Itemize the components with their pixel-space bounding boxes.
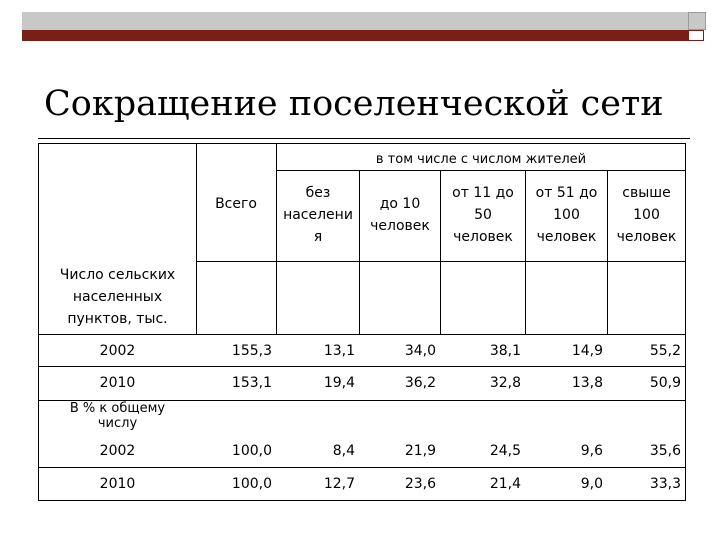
cell-value: 12,7 xyxy=(323,476,355,492)
title-underline xyxy=(38,138,690,139)
row-year: 2002 xyxy=(99,443,136,459)
header-decor-square xyxy=(688,12,706,30)
table-border-left xyxy=(38,143,39,501)
cell-value: 35,6 xyxy=(649,443,681,459)
header-decor-bar xyxy=(22,12,688,30)
row-year: 2010 xyxy=(99,476,136,492)
cell-value: 21,4 xyxy=(489,476,521,492)
cell-value: 24,5 xyxy=(489,443,521,459)
table-rule-row4 xyxy=(38,467,686,468)
slide-title: Сокращение поселенческой сети xyxy=(44,84,664,124)
table-rule-row3 xyxy=(38,400,686,401)
cell-total: 100,0 xyxy=(231,476,272,492)
table-divider-col3 xyxy=(525,170,526,335)
table-rule-row2 xyxy=(38,366,686,367)
table-border-right xyxy=(685,143,686,501)
table-border-bottom xyxy=(38,500,686,501)
cell-value: 8,4 xyxy=(332,443,355,459)
group-header: в том числе с числом жителей xyxy=(375,152,587,167)
cell-value: 50,9 xyxy=(649,375,681,391)
header-decor-accent-bar xyxy=(22,30,688,41)
cell-value: 13,8 xyxy=(571,375,603,391)
cell-value: 32,8 xyxy=(489,375,521,391)
table-divider-col4 xyxy=(607,170,608,335)
section-label-percent: В % к общему числу xyxy=(69,401,166,431)
cell-value: 9,0 xyxy=(580,476,603,492)
table-divider-total xyxy=(276,143,277,335)
cell-value: 36,2 xyxy=(404,375,436,391)
table-divider-col1 xyxy=(359,170,360,335)
header-col-no-population: без населени я xyxy=(283,185,353,245)
cell-value: 9,6 xyxy=(580,443,603,459)
cell-value: 13,1 xyxy=(323,343,355,359)
header-total: Всего xyxy=(215,196,257,212)
row-year: 2010 xyxy=(99,375,136,391)
cell-value: 34,0 xyxy=(404,343,436,359)
cell-total: 155,3 xyxy=(231,343,272,359)
cell-value: 21,9 xyxy=(404,443,436,459)
cell-total: 153,1 xyxy=(231,375,272,391)
cell-value: 19,4 xyxy=(323,375,355,391)
cell-value: 55,2 xyxy=(649,343,681,359)
header-decor-square-outline xyxy=(688,30,704,41)
header-col-up-to-10: до 10 человек xyxy=(370,196,430,234)
row-year: 2002 xyxy=(99,343,136,359)
table-divider-label xyxy=(196,143,197,335)
cell-value: 38,1 xyxy=(489,343,521,359)
table-divider-col2 xyxy=(440,170,441,335)
header-col-11-50: от 11 до 50 человек xyxy=(452,185,514,245)
cell-value: 23,6 xyxy=(404,476,436,492)
header-col-over-100: свыше 100 человек xyxy=(616,185,677,245)
table-rule-header xyxy=(196,261,686,262)
section-label-count: Число сельских населенных пунктов, тыс. xyxy=(59,267,176,327)
table-rule-group xyxy=(276,170,686,171)
cell-value: 14,9 xyxy=(571,343,603,359)
table-rule-row1 xyxy=(38,334,686,335)
cell-total: 100,0 xyxy=(231,443,272,459)
header-col-51-100: от 51 до 100 человек xyxy=(535,185,598,245)
table-border-top xyxy=(38,143,686,144)
cell-value: 33,3 xyxy=(649,476,681,492)
